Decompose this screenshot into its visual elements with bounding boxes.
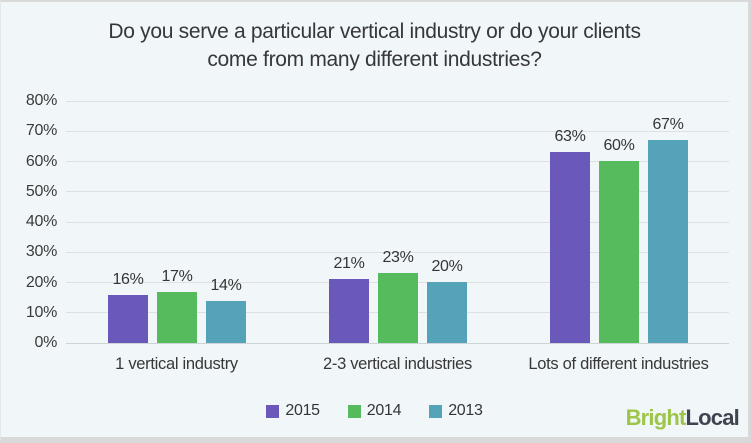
x-axis-labels: 1 vertical industry 2-3 vertical industri… [66, 355, 729, 374]
bar-2015-group3 [550, 152, 590, 343]
legend-item-2014: 2014 [347, 402, 402, 420]
bar-2015-group2 [329, 279, 369, 343]
gridline-60 [66, 161, 729, 162]
bar-value-label-2014-group2: 23% [382, 249, 414, 266]
legend-swatch-2014 [347, 404, 361, 418]
legend-label-2015: 2015 [285, 402, 320, 419]
gridline-50 [66, 191, 729, 193]
y-tick-label-50: 50% [25, 182, 57, 200]
chart-title-line2: come from many different industries? [207, 47, 542, 71]
category-label-2: 2-3 vertical industries [323, 355, 472, 373]
gridline-30 [66, 251, 729, 253]
y-tick-label-10: 10% [25, 303, 57, 321]
gridline-80 [66, 100, 729, 102]
bar-2014-group3 [599, 161, 639, 343]
plot-area: 16% 17% 14% 21% 23% 20% 63% 60% 67% [66, 100, 729, 344]
gridline-70 [66, 130, 729, 132]
gridline-40 [66, 221, 729, 223]
bar-2013-group1 [206, 301, 246, 343]
bar-2015-group1 [108, 295, 148, 343]
legend: 2015 2014 2013 [1, 402, 748, 420]
bar-value-label-2013-group3: 67% [652, 116, 684, 133]
legend-swatch-2015 [266, 404, 280, 418]
bar-value-label-2014-group3: 60% [603, 137, 635, 154]
legend-swatch-2013 [429, 404, 443, 418]
bar-2013-group2 [427, 282, 467, 343]
legend-item-2015: 2015 [266, 402, 320, 420]
gridline-0 [66, 342, 729, 344]
bar-value-label-2014-group1: 17% [161, 268, 193, 285]
y-tick-label-20: 20% [25, 273, 57, 291]
y-tick-label-60: 60% [25, 152, 57, 170]
category-label-3: Lots of different industries [528, 355, 709, 373]
bar-value-label-2015-group2: 21% [333, 255, 365, 272]
category-label-1: 1 vertical industry [115, 355, 238, 373]
logo-bright: Bright [625, 405, 687, 430]
bar-value-label-2015-group1: 16% [112, 271, 144, 288]
bar-value-label-2013-group2: 20% [431, 258, 463, 275]
y-tick-label-80: 80% [25, 92, 57, 109]
brightlocal-logo: BrightLocal [625, 405, 740, 431]
y-tick-label-0: 0% [34, 334, 57, 351]
y-tick-label-70: 70% [25, 122, 57, 140]
legend-label-2013: 2013 [448, 402, 483, 419]
y-tick-label-40: 40% [25, 213, 57, 230]
chart-title-line1: Do you serve a particular vertical indus… [108, 20, 641, 43]
bar-2014-group2 [378, 273, 418, 343]
logo-local: Local [685, 405, 740, 430]
y-tick-label-30: 30% [25, 243, 57, 261]
bar-value-label-2013-group1: 14% [210, 277, 242, 294]
bar-2013-group3 [648, 140, 688, 343]
legend-item-2013: 2013 [429, 402, 483, 420]
legend-label-2014: 2014 [366, 402, 402, 419]
y-axis-labels: 0% 10% 20% 30% 40% 50% 60% 70% 80% [1, 92, 57, 351]
chart-title: Do you serve a particular vertical indus… [1, 18, 748, 73]
bar-value-label-2015-group3: 63% [554, 128, 586, 145]
bar-2014-group1 [157, 292, 197, 343]
